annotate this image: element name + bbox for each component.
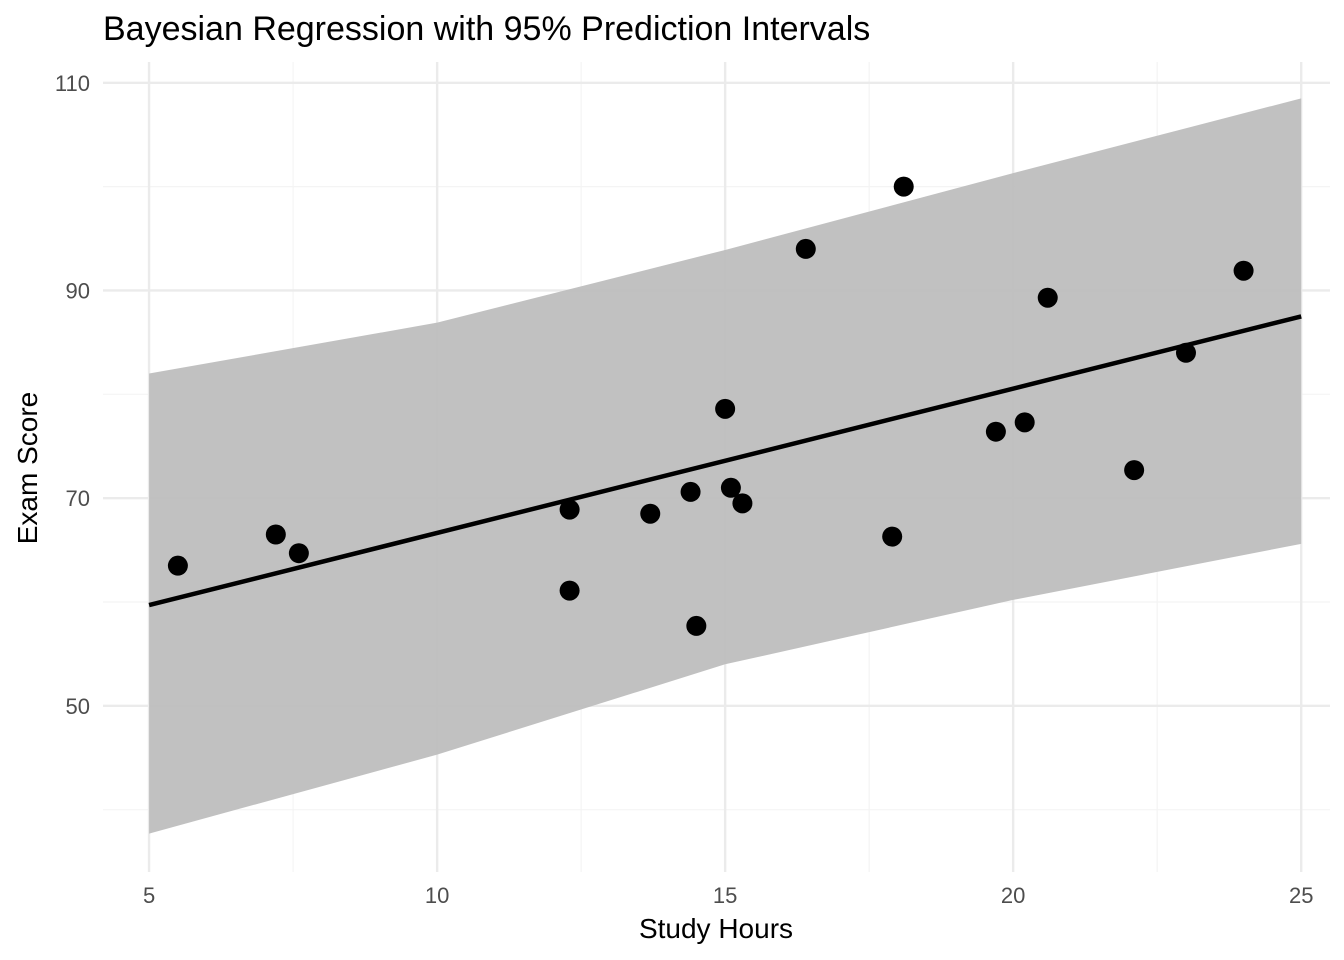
y-tick-label: 70 xyxy=(66,486,90,511)
data-point xyxy=(985,421,1006,442)
data-point xyxy=(680,481,701,502)
x-axis-ticks: 5 10 15 20 25 xyxy=(143,883,1313,908)
y-tick-label: 50 xyxy=(66,694,90,719)
fit-line xyxy=(148,314,1302,608)
y-tick-label: 90 xyxy=(66,278,90,303)
x-axis-title: Study Hours xyxy=(639,913,793,944)
x-tick-label: 10 xyxy=(425,883,449,908)
data-point xyxy=(795,238,816,259)
y-axis-title: Exam Score xyxy=(12,392,43,545)
data-point xyxy=(732,493,753,514)
y-tick-label: 110 xyxy=(55,71,90,96)
data-point xyxy=(1233,260,1254,281)
prediction-interval-band xyxy=(149,98,1302,834)
data-point xyxy=(167,555,188,576)
data-point xyxy=(1037,287,1058,308)
data-points xyxy=(167,176,1254,636)
x-tick-label: 20 xyxy=(1001,883,1025,908)
data-point xyxy=(288,543,309,564)
data-point xyxy=(559,499,580,520)
data-point xyxy=(686,615,707,636)
interval-area xyxy=(149,98,1302,834)
chart-title: Bayesian Regression with 95% Prediction … xyxy=(103,10,870,48)
regression-line xyxy=(148,314,1302,608)
data-point xyxy=(882,526,903,547)
data-point xyxy=(720,477,741,498)
data-point xyxy=(893,176,914,197)
data-point xyxy=(1175,342,1196,363)
x-tick-label: 5 xyxy=(143,883,155,908)
x-tick-label: 15 xyxy=(713,883,737,908)
x-tick-label: 25 xyxy=(1289,883,1313,908)
data-point xyxy=(265,524,286,545)
data-point xyxy=(715,398,736,419)
data-point xyxy=(559,580,580,601)
y-axis-ticks: 50 70 90 110 xyxy=(55,71,90,719)
data-point xyxy=(640,503,661,524)
data-point xyxy=(1014,412,1035,433)
data-point xyxy=(1124,460,1145,481)
